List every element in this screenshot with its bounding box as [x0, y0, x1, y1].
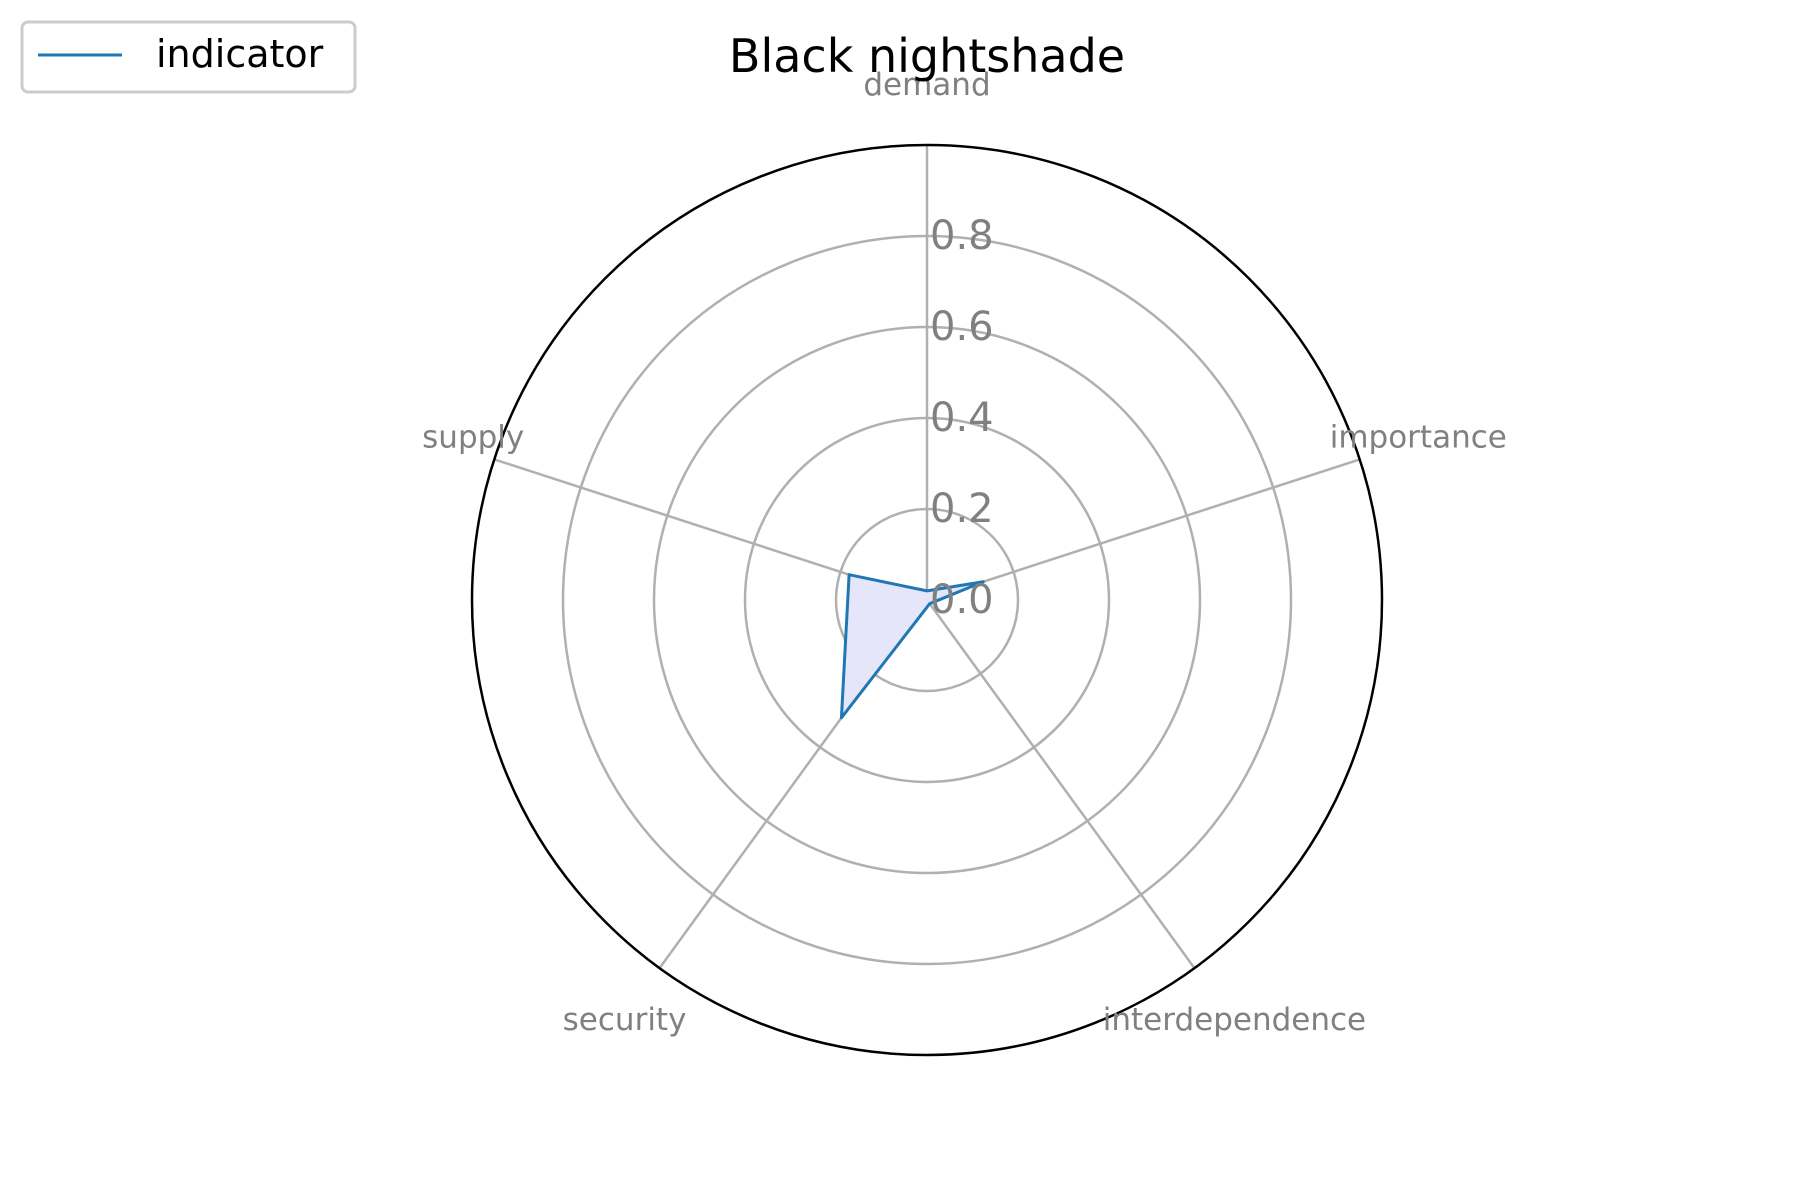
r-tick-label: 0.4 [930, 395, 994, 441]
r-tick-label: 0.0 [930, 577, 994, 623]
series-layer [839, 573, 985, 720]
polar-frame [470, 143, 1384, 1057]
axis-label-interdependence: interdependence [1103, 1002, 1366, 1038]
legend[interactable]: indicator [20, 20, 357, 94]
axis-label-security: security [563, 1002, 687, 1038]
grid-spoke [925, 599, 1196, 969]
r-tick-label: 0.2 [930, 486, 994, 532]
r-tick-label: 0.6 [930, 304, 994, 350]
label-layer: 0.0 0.2 0.4 0.6 0.8 demand importance interdepe… [422, 67, 1507, 1038]
legend-label-indicator: indicator [156, 32, 324, 76]
axis-label-supply: supply [422, 419, 524, 455]
series-fill-indicator [841, 574, 984, 718]
axis-label-demand: demand [863, 67, 990, 103]
legend-frame [20, 20, 357, 94]
axis-label-importance: importance [1330, 419, 1507, 455]
r-tick-label: 0.8 [930, 213, 994, 259]
grid-spoke [926, 458, 1361, 602]
series-line-indicator [839, 573, 985, 720]
chart-title: Black nightshade [729, 29, 1125, 83]
